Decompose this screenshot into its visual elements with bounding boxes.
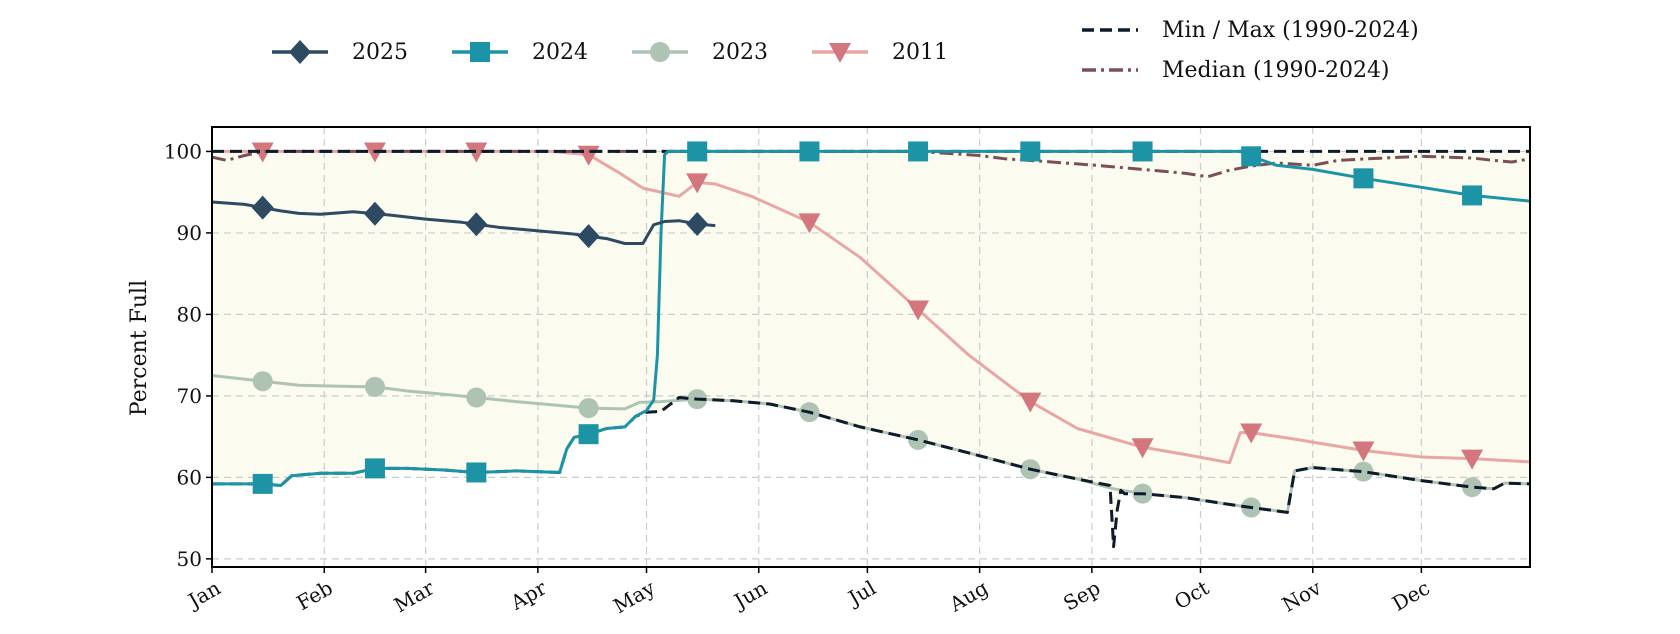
y-axis-label: Percent Full — [127, 280, 152, 416]
data-marker — [466, 387, 487, 408]
data-marker — [1131, 438, 1154, 459]
data-marker — [251, 142, 274, 163]
data-marker — [363, 201, 386, 226]
data-marker — [1353, 461, 1374, 482]
y-tick-label: 90 — [177, 221, 202, 245]
legend-marker — [650, 42, 670, 62]
data-marker — [1240, 423, 1263, 444]
legend-marker — [470, 42, 490, 62]
data-marker — [1461, 449, 1484, 470]
x-tick-label: May — [609, 575, 659, 618]
legend-item: Median (1990-2024) — [1082, 58, 1390, 83]
data-marker — [908, 429, 929, 450]
data-marker — [1019, 392, 1042, 413]
data-marker — [252, 473, 273, 494]
plot-area — [211, 127, 1530, 567]
x-tick-label: Jan — [182, 575, 224, 613]
data-marker — [1353, 168, 1374, 189]
data-marker — [578, 398, 599, 419]
y-tick-label: 60 — [177, 465, 202, 489]
data-marker — [907, 300, 930, 321]
series-2025 — [212, 195, 716, 249]
series-line — [212, 396, 1530, 549]
data-marker — [1241, 146, 1262, 167]
legend-item: Min / Max (1990-2024) — [1082, 18, 1419, 43]
x-tick-label: Jul — [843, 576, 880, 611]
y-tick-label: 50 — [177, 547, 202, 571]
series-line — [212, 200, 716, 245]
data-marker — [465, 212, 488, 237]
plot-frame — [211, 126, 1531, 568]
data-marker — [799, 141, 820, 162]
data-marker — [364, 458, 385, 479]
data-marker — [1462, 185, 1483, 206]
data-marker — [1132, 141, 1153, 162]
y-tick-label: 100 — [164, 139, 202, 163]
series-2011 — [212, 142, 1530, 470]
data-marker — [1020, 141, 1041, 162]
data-marker — [577, 224, 600, 249]
legend-label: 2024 — [532, 40, 588, 65]
data-marker — [798, 213, 821, 234]
x-tick-label: Aug — [944, 575, 992, 616]
data-marker — [578, 424, 599, 445]
y-tick-label: 70 — [177, 384, 202, 408]
series-line — [212, 149, 1530, 465]
y-tick-label: 80 — [177, 302, 202, 326]
data-marker — [686, 173, 709, 194]
data-marker — [252, 371, 273, 392]
legend-marker — [289, 40, 311, 64]
x-tick-label: Mar — [390, 575, 439, 617]
x-tick-label: Nov — [1278, 575, 1326, 617]
series-2024 — [212, 141, 1530, 494]
x-tick-label: Jun — [728, 575, 771, 614]
data-marker — [251, 195, 274, 220]
legend-label: Median (1990-2024) — [1162, 58, 1390, 83]
legend-item: 2011 — [812, 40, 948, 65]
x-tick-label: Feb — [292, 576, 336, 615]
legend-item: 2023 — [632, 40, 768, 65]
data-marker — [908, 141, 929, 162]
legend-marker — [829, 43, 851, 63]
data-marker — [687, 141, 708, 162]
min-max-band — [212, 151, 1530, 547]
data-marker — [465, 142, 488, 163]
legend: 2025 2024 2023 2011 Min / Max (1990-2024) Med… — [272, 18, 1419, 83]
data-marker — [364, 376, 385, 397]
legend-item: 2024 — [452, 40, 588, 65]
legend-label: 2011 — [892, 40, 948, 65]
x-tick-label: Oct — [1170, 576, 1213, 615]
x-tick-label: Apr — [506, 575, 551, 615]
legend-label: 2023 — [712, 40, 768, 65]
legend-label: 2025 — [352, 40, 408, 65]
data-marker — [1462, 477, 1483, 498]
legend-item: 2025 — [272, 40, 408, 65]
legend-label: Min / Max (1990-2024) — [1162, 18, 1419, 43]
x-tick-label: Dec — [1388, 576, 1434, 616]
x-tick-label: Sep — [1059, 576, 1104, 616]
data-marker — [1352, 441, 1375, 462]
data-marker — [466, 462, 487, 483]
data-marker — [686, 211, 709, 236]
